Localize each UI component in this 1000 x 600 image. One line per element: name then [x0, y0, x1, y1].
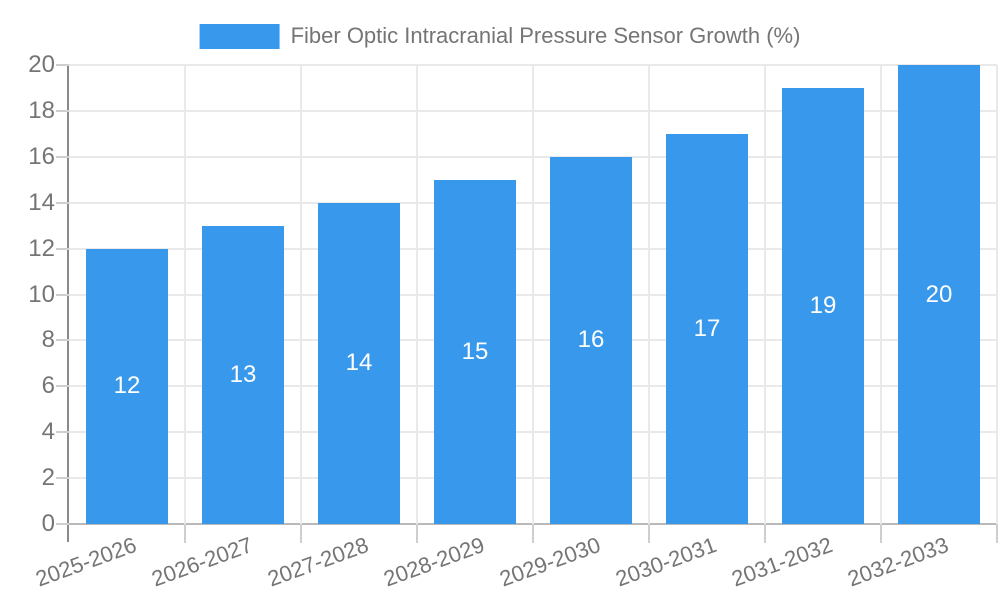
bar-value-label-2028-2029: 15 [461, 337, 489, 365]
gridline-x-6 [764, 65, 766, 524]
y-tick-label-2: 2 [41, 464, 55, 492]
x-tick-4 [532, 524, 534, 543]
x-axis-label-2027-2028: 2027-2028 [264, 532, 372, 592]
x-axis-label-2031-2032: 2031-2032 [728, 532, 836, 592]
bar-2027-2028[interactable]: 14 [318, 202, 400, 524]
bar-value-label-2030-2031: 17 [693, 314, 721, 342]
y-tick-18 [56, 109, 69, 112]
bar-value-label-2026-2027: 13 [229, 360, 257, 388]
y-tick-label-10: 10 [28, 280, 55, 308]
x-axis-label-2030-2031: 2030-2031 [612, 532, 720, 592]
y-tick-20 [56, 64, 69, 66]
gridline-x-7 [880, 65, 882, 524]
y-tick-label-6: 6 [41, 372, 55, 400]
x-tick-1 [184, 524, 186, 543]
legend-swatch[interactable] [199, 23, 280, 49]
legend[interactable]: Fiber Optic Intracranial Pressure Sensor… [199, 23, 801, 49]
bar-2029-2030[interactable]: 16 [550, 156, 632, 524]
y-tick-label-4: 4 [41, 418, 55, 446]
plot-area: 12 13 14 15 16 17 19 20 [69, 64, 998, 525]
gridline-x-1 [184, 65, 186, 524]
bar-value-label-2032-2033: 20 [925, 280, 953, 308]
gridline-x-2 [300, 65, 302, 524]
x-axis-label-2029-2030: 2029-2030 [496, 532, 604, 592]
gridline-x-4 [532, 65, 534, 524]
x-tick-5 [648, 524, 650, 543]
y-tick-8 [56, 339, 69, 342]
bar-2030-2031[interactable]: 17 [666, 133, 748, 524]
bar-2032-2033[interactable]: 20 [898, 65, 980, 524]
y-tick-label-0: 0 [41, 510, 55, 537]
bar-value-label-2031-2032: 19 [809, 291, 837, 319]
y-tick-label-18: 18 [28, 96, 55, 124]
y-tick-2 [56, 477, 69, 480]
gridline-x-8 [996, 65, 998, 524]
gridline-x-5 [648, 65, 650, 524]
y-tick-label-14: 14 [28, 188, 55, 216]
bar-value-label-2025-2026: 12 [113, 372, 141, 400]
x-tick-7 [880, 524, 882, 543]
x-tick-2 [300, 524, 302, 543]
y-tick-10 [56, 293, 69, 296]
y-tick-6 [56, 385, 69, 388]
y-tick-label-16: 16 [28, 142, 55, 170]
y-tick-label-12: 12 [28, 234, 55, 262]
y-tick-16 [56, 155, 69, 158]
x-axis-label-2028-2029: 2028-2029 [380, 532, 488, 592]
bar-2025-2026[interactable]: 12 [86, 248, 168, 524]
x-axis-label-2026-2027: 2026-2027 [148, 532, 256, 592]
y-axis-line [67, 65, 69, 542]
y-tick-0 [56, 523, 69, 525]
legend-label[interactable]: Fiber Optic Intracranial Pressure Sensor… [290, 23, 801, 48]
y-tick-14 [56, 201, 69, 204]
gridline-x-3 [416, 65, 418, 524]
bar-2031-2032[interactable]: 19 [782, 87, 864, 524]
x-tick-3 [416, 524, 418, 543]
y-tick-label-20: 20 [28, 51, 55, 78]
bar-2028-2029[interactable]: 15 [434, 179, 516, 524]
bar-value-label-2029-2030: 16 [577, 326, 605, 354]
y-tick-label-8: 8 [41, 326, 55, 354]
x-tick-8 [996, 524, 998, 543]
bar-2026-2027[interactable]: 13 [202, 225, 284, 524]
x-axis-label-2032-2033: 2032-2033 [844, 532, 952, 592]
x-tick-6 [764, 524, 766, 543]
x-axis-label-2025-2026: 2025-2026 [32, 532, 140, 592]
bar-value-label-2027-2028: 14 [345, 349, 373, 377]
y-tick-4 [56, 431, 69, 434]
y-tick-12 [56, 247, 69, 250]
